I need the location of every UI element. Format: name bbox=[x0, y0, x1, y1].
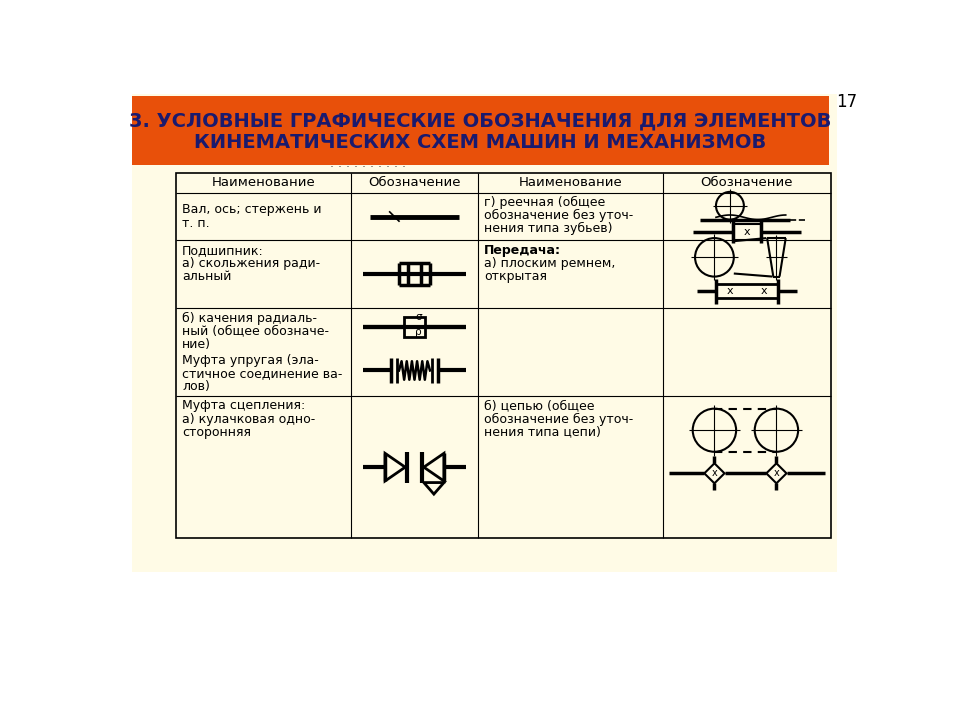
Bar bbox=[733, 224, 761, 240]
Bar bbox=[403, 317, 425, 337]
Text: σ: σ bbox=[415, 312, 421, 322]
Bar bbox=[716, 284, 778, 298]
Text: Наименование: Наименование bbox=[211, 176, 315, 189]
Text: Вал, ось; стержень и: Вал, ось; стержень и bbox=[182, 203, 322, 216]
Text: Передача:: Передача: bbox=[484, 244, 562, 257]
Text: б) качения радиаль-: б) качения радиаль- bbox=[182, 312, 317, 325]
Text: КИНЕМАТИЧЕСКИХ СХЕМ МАШИН И МЕХАНИЗМОВ: КИНЕМАТИЧЕСКИХ СХЕМ МАШИН И МЕХАНИЗМОВ bbox=[194, 133, 766, 152]
Text: а) плоским ремнем,: а) плоским ремнем, bbox=[484, 257, 615, 270]
Text: · · · · · · · · · ·: · · · · · · · · · · bbox=[330, 161, 406, 174]
Text: 3. УСЛОВНЫЕ ГРАФИЧЕСКИЕ ОБОЗНАЧЕНИЯ ДЛЯ ЭЛЕМЕНТОВ: 3. УСЛОВНЫЕ ГРАФИЧЕСКИЕ ОБОЗНАЧЕНИЯ ДЛЯ … bbox=[130, 112, 831, 130]
Text: Муфта упругая (эла-: Муфта упругая (эла- bbox=[182, 354, 319, 367]
Text: нения типа цепи): нения типа цепи) bbox=[484, 426, 601, 438]
Bar bbox=[132, 94, 837, 572]
Bar bbox=[132, 96, 829, 165]
Text: Муфта сцепления:: Муфта сцепления: bbox=[182, 400, 305, 413]
Text: ρ: ρ bbox=[415, 327, 421, 337]
Text: обозначение без уточ-: обозначение без уточ- bbox=[484, 210, 634, 222]
Text: x: x bbox=[744, 227, 751, 237]
Text: Подшипник:: Подшипник: bbox=[182, 244, 264, 257]
Text: а) кулачковая одно-: а) кулачковая одно- bbox=[182, 413, 315, 426]
Text: ный (общее обозначе-: ный (общее обозначе- bbox=[182, 325, 329, 338]
Text: нения типа зубьев): нения типа зубьев) bbox=[484, 222, 612, 235]
Text: б) цепью (общее: б) цепью (общее bbox=[484, 400, 595, 413]
Text: x: x bbox=[727, 287, 733, 296]
Text: x: x bbox=[760, 287, 767, 296]
Text: т. п.: т. п. bbox=[182, 217, 209, 230]
Text: открытая: открытая bbox=[484, 270, 547, 283]
Text: стичное соединение ва-: стичное соединение ва- bbox=[182, 367, 343, 380]
Text: Обозначение: Обозначение bbox=[701, 176, 793, 189]
Text: 17: 17 bbox=[836, 93, 857, 111]
Text: сторонняя: сторонняя bbox=[182, 426, 251, 438]
Text: Наименование: Наименование bbox=[518, 176, 622, 189]
Bar bbox=[176, 173, 831, 539]
Text: лов): лов) bbox=[182, 380, 210, 393]
Text: x: x bbox=[711, 468, 717, 478]
Text: обозначение без уточ-: обозначение без уточ- bbox=[484, 413, 634, 426]
Text: альный: альный bbox=[182, 270, 231, 283]
Text: x: x bbox=[774, 468, 780, 478]
Text: Обозначение: Обозначение bbox=[369, 176, 461, 189]
Text: а) скольжения ради-: а) скольжения ради- bbox=[182, 257, 320, 270]
Text: ние): ние) bbox=[182, 338, 211, 351]
Text: г) реечная (общее: г) реечная (общее bbox=[484, 196, 606, 210]
